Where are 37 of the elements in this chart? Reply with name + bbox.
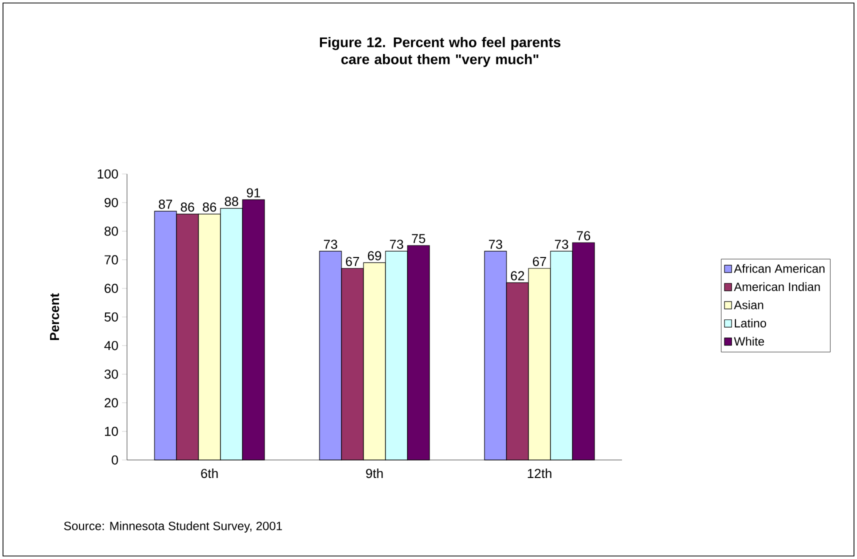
data-label: 75 bbox=[412, 234, 426, 244]
legend-label: African American bbox=[734, 264, 824, 273]
y-tick-label: 100 bbox=[98, 169, 118, 179]
legend-label: American Indian bbox=[734, 282, 820, 292]
y-tick-label: 80 bbox=[104, 226, 118, 236]
data-label: 86 bbox=[180, 202, 194, 212]
y-tick-label: 20 bbox=[104, 398, 118, 408]
data-label: 88 bbox=[224, 196, 238, 206]
data-label: 73 bbox=[488, 240, 502, 249]
chart-title: Figure 12. Percent who feel parents care about them "very much" bbox=[320, 36, 560, 68]
y-tick-label: 50 bbox=[104, 312, 118, 322]
data-label: 67 bbox=[532, 256, 546, 266]
legend-label: Latino bbox=[734, 318, 766, 328]
data-label: 73 bbox=[390, 240, 404, 249]
legend-label: Asian bbox=[734, 300, 764, 310]
x-tick-label: 12th bbox=[528, 468, 552, 478]
x-tick-label: 9th bbox=[366, 468, 383, 478]
y-axis-title: Percent bbox=[50, 293, 60, 340]
y-tick-label: 60 bbox=[104, 284, 118, 293]
y-tick-label: 70 bbox=[104, 255, 118, 264]
y-tick-label: 40 bbox=[104, 340, 118, 350]
x-tick-label: 6th bbox=[201, 468, 218, 478]
data-label: 69 bbox=[368, 251, 382, 260]
y-tick-label: 0 bbox=[112, 455, 118, 465]
data-label: 73 bbox=[324, 240, 338, 249]
source-note: Source: Minnesota Student Survey, 2001 bbox=[64, 521, 282, 533]
data-label: 62 bbox=[510, 271, 524, 280]
data-label: 87 bbox=[158, 200, 172, 209]
legend-label: White bbox=[734, 336, 764, 346]
data-label: 73 bbox=[554, 240, 568, 249]
y-tick-label: 90 bbox=[104, 198, 118, 208]
data-label: 67 bbox=[346, 256, 360, 266]
data-label: 91 bbox=[246, 188, 260, 198]
y-tick-label: 10 bbox=[105, 426, 118, 436]
data-label: 86 bbox=[202, 202, 216, 212]
data-label: 76 bbox=[576, 231, 590, 240]
y-tick-label: 30 bbox=[104, 370, 118, 379]
